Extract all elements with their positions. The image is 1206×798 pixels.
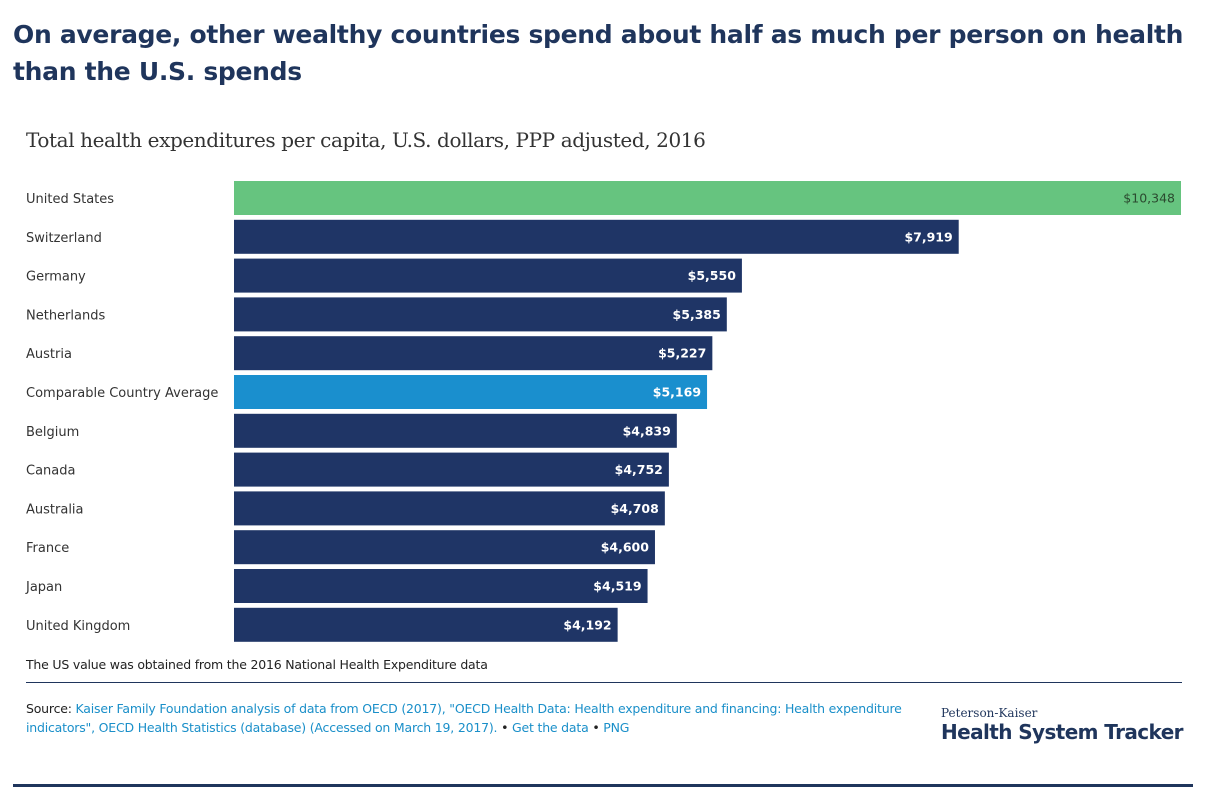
bar-chart: United States $10,348 Switzerland $7,919 Ger… — [25, 181, 1181, 642]
value-label-germany: $5,550 — [688, 268, 737, 283]
category-label-france: France — [26, 541, 69, 556]
value-label-australia: $4,708 — [611, 501, 659, 516]
bottom-divider — [13, 784, 1193, 787]
bar-australia[interactable] — [234, 491, 665, 526]
value-label-netherlands: $5,385 — [673, 307, 721, 322]
value-label-japan: $4,519 — [593, 579, 641, 594]
category-label-netherlands: Netherlands — [26, 308, 105, 323]
bar-france[interactable] — [234, 530, 655, 565]
bar-united-states[interactable] — [234, 181, 1181, 215]
chart-headline: On average, other wealthy countries spen… — [13, 20, 1184, 86]
value-label-canada: $4,752 — [615, 462, 663, 477]
value-label-belgium: $4,839 — [623, 423, 671, 438]
category-label-switzerland: Switzerland — [26, 231, 102, 246]
bar-japan[interactable] — [234, 569, 648, 603]
source-link[interactable]: Kaiser Family Foundation analysis of dat… — [26, 701, 902, 735]
source-prefix: Source: — [26, 701, 76, 716]
category-label-comparable-country-average: Comparable Country Average — [26, 386, 218, 401]
value-label-united-states: $10,348 — [1123, 191, 1175, 206]
logo-top-text: Peterson-Kaiser — [941, 706, 1038, 720]
bar-germany[interactable] — [234, 258, 742, 293]
category-label-belgium: Belgium — [26, 425, 79, 440]
value-label-comparable-country-average: $5,169 — [653, 385, 701, 400]
bar-netherlands[interactable] — [234, 297, 727, 332]
value-label-france: $4,600 — [601, 540, 650, 555]
logo: Peterson-Kaiser Health System Tracker — [941, 706, 1184, 744]
png-link[interactable]: PNG — [603, 720, 630, 735]
category-label-canada: Canada — [26, 464, 75, 479]
category-label-united-kingdom: United Kingdom — [26, 619, 130, 634]
bar-belgium[interactable] — [234, 413, 677, 448]
value-label-austria: $5,227 — [658, 346, 706, 361]
bar-switzerland[interactable] — [234, 219, 959, 254]
chart-note: The US value was obtained from the 2016 … — [26, 657, 488, 672]
bar-canada[interactable] — [234, 452, 669, 487]
chart-title: Total health expenditures per capita, U.… — [26, 128, 706, 152]
category-label-japan: Japan — [25, 580, 62, 595]
category-label-germany: Germany — [26, 270, 86, 285]
logo-main-text: Health System Tracker — [941, 720, 1184, 744]
get-the-data-link[interactable]: Get the data — [512, 720, 589, 735]
bar-comparable-country-average[interactable] — [234, 375, 708, 409]
category-label-austria: Austria — [26, 347, 72, 362]
category-label-united-states: United States — [26, 192, 114, 207]
category-label-australia: Australia — [26, 502, 84, 517]
source-text: Source: Kaiser Family Foundation analysi… — [26, 699, 906, 737]
separator: • — [497, 720, 513, 735]
bar-united-kingdom[interactable] — [234, 607, 618, 642]
bar-austria[interactable] — [234, 336, 713, 371]
value-label-switzerland: $7,919 — [904, 229, 952, 244]
value-label-united-kingdom: $4,192 — [563, 617, 611, 632]
separator: • — [588, 720, 604, 735]
divider — [26, 682, 1182, 683]
